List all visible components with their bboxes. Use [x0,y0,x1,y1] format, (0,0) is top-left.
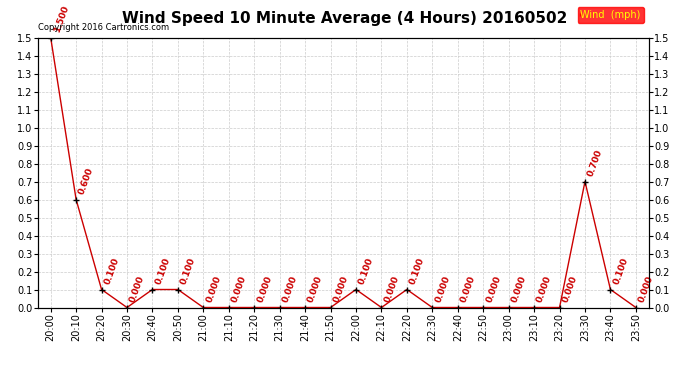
Text: Wind Speed 10 Minute Average (4 Hours) 20160502: Wind Speed 10 Minute Average (4 Hours) 2… [122,11,568,26]
Text: 0.000: 0.000 [205,274,223,303]
Text: 0.600: 0.600 [77,166,95,195]
Text: 0.000: 0.000 [128,274,146,303]
Text: 0.100: 0.100 [103,256,121,285]
Text: 0.000: 0.000 [561,274,579,303]
Text: 0.000: 0.000 [306,274,324,303]
Text: 0.000: 0.000 [459,274,477,303]
Text: 0.000: 0.000 [434,274,452,303]
Text: 0.100: 0.100 [408,256,426,285]
Text: 0.000: 0.000 [230,274,248,303]
Text: 0.000: 0.000 [383,274,401,303]
Text: 1.500: 1.500 [52,4,70,33]
Text: 0.000: 0.000 [484,274,502,303]
Text: 0.700: 0.700 [586,148,604,177]
Text: 0.000: 0.000 [332,274,350,303]
Text: 0.000: 0.000 [255,274,274,303]
Text: 0.100: 0.100 [179,256,197,285]
Text: 0.000: 0.000 [281,274,299,303]
Text: Copyright 2016 Cartronics.com: Copyright 2016 Cartronics.com [38,23,169,32]
Text: 0.000: 0.000 [535,274,553,303]
Text: 0.000: 0.000 [638,274,656,303]
Text: 0.100: 0.100 [612,256,630,285]
Text: 0.100: 0.100 [154,256,172,285]
Text: 0.000: 0.000 [510,274,528,303]
Legend: Wind  (mph): Wind (mph) [578,7,644,23]
Text: 0.100: 0.100 [357,256,375,285]
